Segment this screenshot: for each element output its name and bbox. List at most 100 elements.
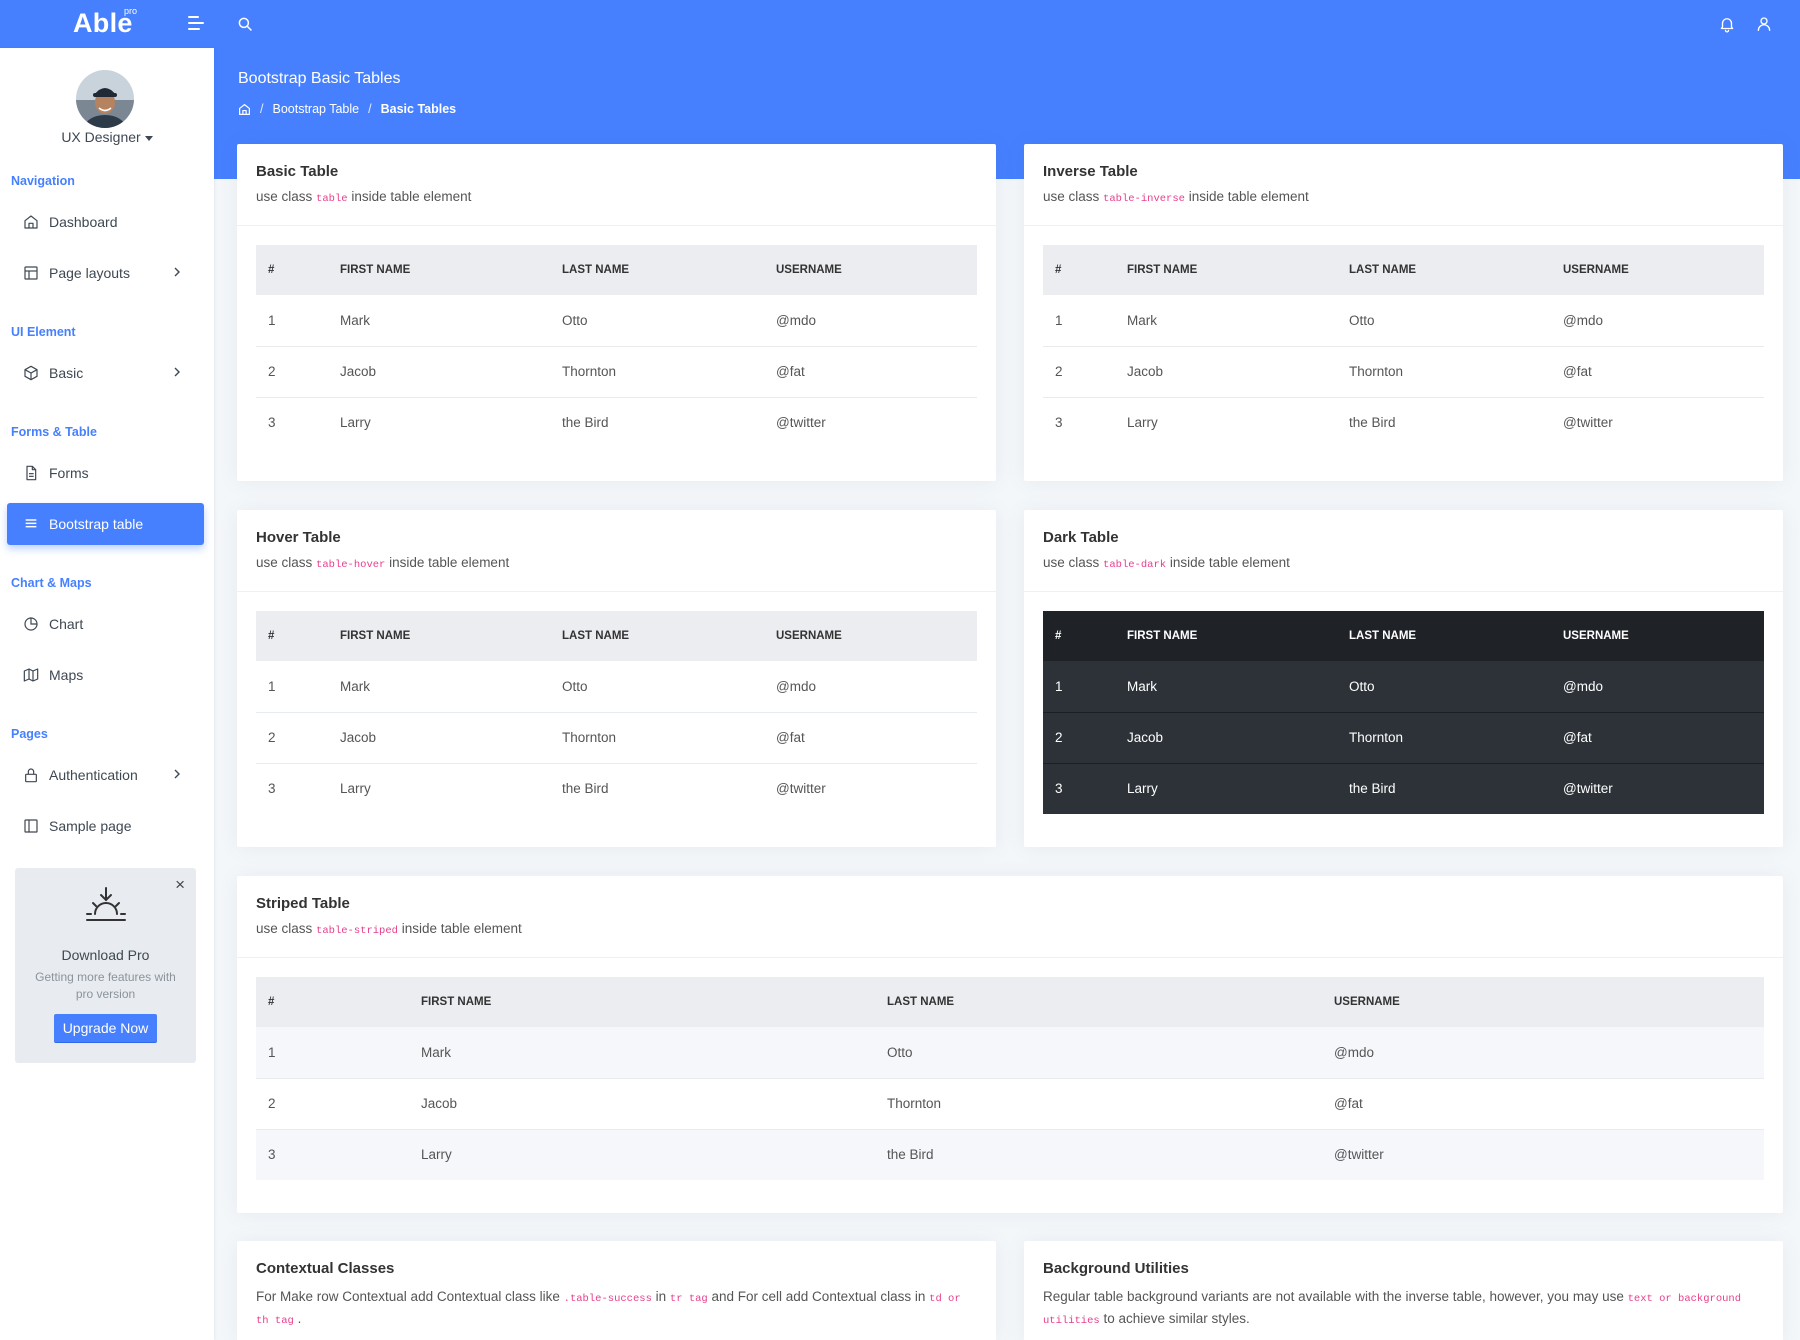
- column-header: #: [1043, 611, 1115, 661]
- card-description: For Make row Contextual add Contextual c…: [256, 1289, 961, 1327]
- table-row: 1 Mark Otto @mdo: [256, 1027, 1764, 1079]
- column-header: #: [256, 245, 328, 295]
- avatar[interactable]: [76, 70, 134, 128]
- column-header: FIRST NAME: [328, 245, 550, 295]
- user-icon[interactable]: [1755, 15, 1773, 33]
- brand-badge: pro: [124, 6, 138, 16]
- striped-table-card: Striped Table use class table-striped in…: [237, 876, 1783, 1213]
- column-header: USERNAME: [1551, 245, 1764, 295]
- breadcrumb-current: Basic Tables: [380, 102, 457, 116]
- breadcrumb: / Bootstrap Table / Basic Tables: [238, 102, 456, 116]
- table-header-row: # FIRST NAME LAST NAME USERNAME: [256, 611, 977, 661]
- column-header: FIRST NAME: [328, 611, 550, 661]
- table-row: 2 Jacob Thornton @fat: [256, 346, 977, 398]
- home-icon: [23, 214, 39, 230]
- hover-table: # FIRST NAME LAST NAME USERNAME 1 Mark Otto @m…: [256, 611, 977, 814]
- column-header: FIRST NAME: [1115, 611, 1337, 661]
- sidebar-item-page-layouts[interactable]: Page layouts: [7, 252, 204, 294]
- table-row[interactable]: 3 Larry the Bird @twitter: [268, 781, 826, 797]
- user-role[interactable]: UX Designer: [0, 129, 214, 145]
- page-title: Bootstrap Basic Tables: [238, 70, 401, 87]
- sidebar-item-basic[interactable]: Basic: [7, 352, 204, 394]
- breadcrumb-link[interactable]: Bootstrap Table: [272, 102, 360, 116]
- sidebar-item-sample-page[interactable]: Sample page: [7, 805, 204, 847]
- card-title: Contextual Classes: [256, 1260, 395, 1277]
- close-icon[interactable]: ×: [175, 875, 185, 894]
- table-row: 3 Larry the Bird @twitter: [268, 415, 826, 431]
- upgrade-button[interactable]: Upgrade Now: [54, 1014, 157, 1042]
- table-header-row: # FIRST NAME LAST NAME USERNAME: [1043, 245, 1764, 295]
- caret-down-icon: [144, 135, 153, 141]
- column-header: USERNAME: [1322, 977, 1764, 1027]
- table-row: 3 Larry the Bird @twitter: [1043, 763, 1764, 814]
- column-header: #: [256, 977, 409, 1027]
- map-icon: [23, 667, 39, 683]
- card-title: Background Utilities: [1043, 1260, 1189, 1277]
- promo-card: × Download Pro Getting more features wit…: [15, 868, 196, 1063]
- card-title: Inverse Table: [1043, 163, 1138, 180]
- nav-caption-ui-element: UI Element: [11, 325, 76, 339]
- sidebar-item-chart[interactable]: Chart: [7, 603, 204, 645]
- column-header: FIRST NAME: [409, 977, 875, 1027]
- pie-chart-icon: [23, 616, 39, 632]
- card-title: Basic Table: [256, 163, 339, 180]
- nav-caption-pages: Pages: [11, 727, 48, 741]
- nav-caption-chart-maps: Chart & Maps: [11, 576, 92, 590]
- nav-caption-navigation: Navigation: [11, 174, 75, 188]
- sidebar-item-maps[interactable]: Maps: [7, 654, 204, 696]
- top-header: Able pro: [0, 0, 1800, 48]
- brand-logo[interactable]: Able: [73, 8, 133, 38]
- column-header: LAST NAME: [1337, 611, 1551, 661]
- table-header-row: # FIRST NAME LAST NAME USERNAME: [256, 245, 977, 295]
- sidebar-item-authentication[interactable]: Authentication: [7, 754, 204, 796]
- table-header-row: # FIRST NAME LAST NAME USERNAME: [1043, 611, 1764, 661]
- sidebar-item-forms[interactable]: Forms: [7, 452, 204, 494]
- box-icon: [23, 365, 39, 381]
- card-title: Striped Table: [256, 895, 350, 912]
- column-header: #: [256, 611, 328, 661]
- menu-toggle-icon[interactable]: [188, 16, 206, 30]
- home-icon[interactable]: [238, 103, 251, 116]
- chevron-right-icon: [174, 367, 180, 377]
- contextual-classes-card: Contextual Classes For Make row Contextu…: [237, 1241, 996, 1340]
- card-subtitle: use class table inside table element: [256, 189, 472, 205]
- column-header: LAST NAME: [550, 245, 764, 295]
- inverse-table-card: Inverse Table use class table-inverse in…: [1024, 144, 1783, 481]
- column-header: LAST NAME: [550, 611, 764, 661]
- table-row: 1 Mark Otto @mdo: [1043, 661, 1764, 713]
- table-header-row: # FIRST NAME LAST NAME USERNAME: [256, 977, 1764, 1027]
- sidebar-item-dashboard[interactable]: Dashboard: [7, 201, 204, 243]
- lock-icon: [23, 767, 39, 783]
- basic-table-card: Basic Table use class table inside table…: [237, 144, 996, 481]
- table-row: 3 Larry the Bird @twitter: [1055, 415, 1613, 431]
- column-header: LAST NAME: [875, 977, 1322, 1027]
- inverse-table: # FIRST NAME LAST NAME USERNAME 1 Mark Otto @m…: [1043, 245, 1764, 448]
- column-header: LAST NAME: [1337, 245, 1551, 295]
- list-icon: [23, 516, 39, 532]
- background-utilities-card: Background Utilities Regular table backg…: [1024, 1241, 1783, 1340]
- promo-text: Getting more features with pro version: [35, 970, 176, 1001]
- nav-caption-forms-table: Forms & Table: [11, 425, 97, 439]
- sunrise-download-icon: [86, 887, 126, 921]
- table-row[interactable]: 1 Mark Otto @mdo: [256, 661, 977, 713]
- column-header: USERNAME: [764, 245, 977, 295]
- search-icon[interactable]: [236, 15, 254, 33]
- dark-table-card: Dark Table use class table-dark inside t…: [1024, 510, 1783, 847]
- table-row[interactable]: 2 Jacob Thornton @fat: [256, 712, 977, 764]
- sidebar-item-bootstrap-table[interactable]: Bootstrap table: [7, 503, 204, 545]
- basic-table: # FIRST NAME LAST NAME USERNAME 1 Mark Otto @m…: [256, 245, 977, 448]
- card-subtitle: use class table-striped inside table ele…: [256, 921, 522, 937]
- brand: Able pro: [0, 0, 214, 48]
- card-subtitle: use class table-hover inside table eleme…: [256, 555, 510, 571]
- column-header: USERNAME: [764, 611, 977, 661]
- column-header: FIRST NAME: [1115, 245, 1337, 295]
- table-row: 2 Jacob Thornton @fat: [256, 1078, 1764, 1130]
- bell-icon[interactable]: [1718, 15, 1736, 33]
- card-subtitle: use class table-dark inside table elemen…: [1043, 555, 1290, 571]
- table-row: 3 Larry the Bird @twitter: [256, 1129, 1764, 1180]
- chevron-right-icon: [174, 267, 180, 277]
- card-title: Dark Table: [1043, 529, 1119, 546]
- hover-table-card: Hover Table use class table-hover inside…: [237, 510, 996, 847]
- file-text-icon: [23, 465, 39, 481]
- sidebar-layout-icon: [23, 818, 39, 834]
